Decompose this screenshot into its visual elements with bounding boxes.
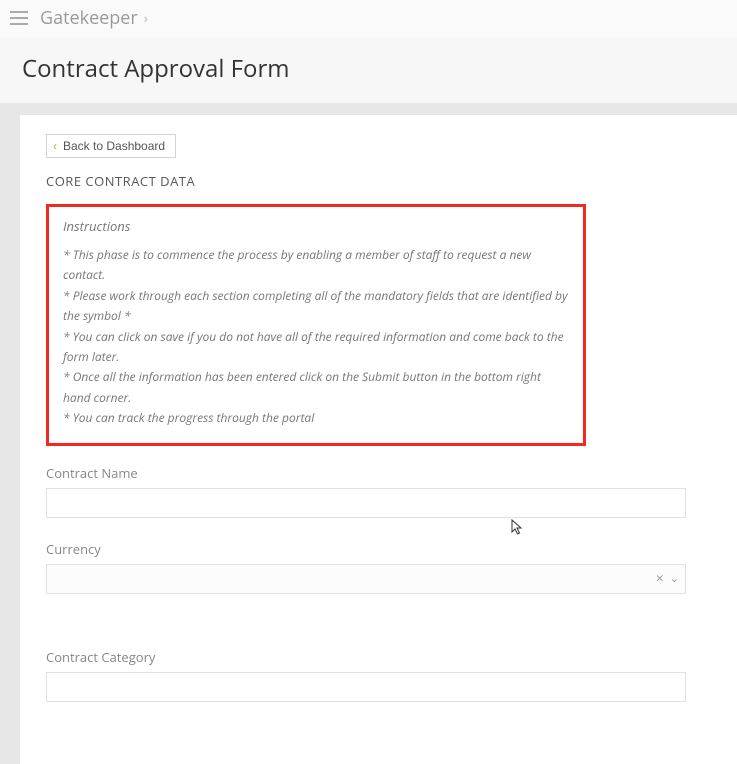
instruction-line: * Please work through each section compl… <box>63 286 569 327</box>
field-currency: Currency × ⌄ <box>46 540 715 594</box>
chevron-right-icon: › <box>144 9 148 28</box>
contract-name-input[interactable] <box>46 488 686 518</box>
back-button-label: Back to Dashboard <box>63 139 165 153</box>
contract-category-label: Contract Category <box>46 648 715 666</box>
back-to-dashboard-button[interactable]: ‹ Back to Dashboard <box>46 134 176 158</box>
menu-icon[interactable] <box>10 11 28 25</box>
contract-category-input[interactable] <box>46 672 686 702</box>
instruction-line: * You can click on save if you do not ha… <box>63 327 569 368</box>
field-contract-category: Contract Category <box>46 648 715 702</box>
currency-select[interactable]: × ⌄ <box>46 564 686 594</box>
instruction-line: * Once all the information has been ente… <box>63 367 569 408</box>
contract-name-label: Contract Name <box>46 464 715 482</box>
section-heading: CORE CONTRACT DATA <box>46 172 715 190</box>
instruction-line: * You can track the progress through the… <box>63 408 569 428</box>
title-band: Contract Approval Form <box>0 38 737 103</box>
top-bar: Gatekeeper › <box>0 0 737 38</box>
chevron-left-icon: ‹ <box>53 139 57 153</box>
clear-icon[interactable]: × <box>656 569 664 588</box>
currency-label: Currency <box>46 540 715 558</box>
content-shell: ‹ Back to Dashboard CORE CONTRACT DATA I… <box>0 103 737 764</box>
instruction-line: * This phase is to commence the process … <box>63 245 569 286</box>
instructions-box: Instructions * This phase is to commence… <box>46 204 586 446</box>
page-title: Contract Approval Form <box>22 52 715 85</box>
form-card: ‹ Back to Dashboard CORE CONTRACT DATA I… <box>20 115 737 764</box>
instructions-title: Instructions <box>63 217 569 235</box>
brand-name[interactable]: Gatekeeper <box>40 6 138 30</box>
field-contract-name: Contract Name <box>46 464 715 518</box>
